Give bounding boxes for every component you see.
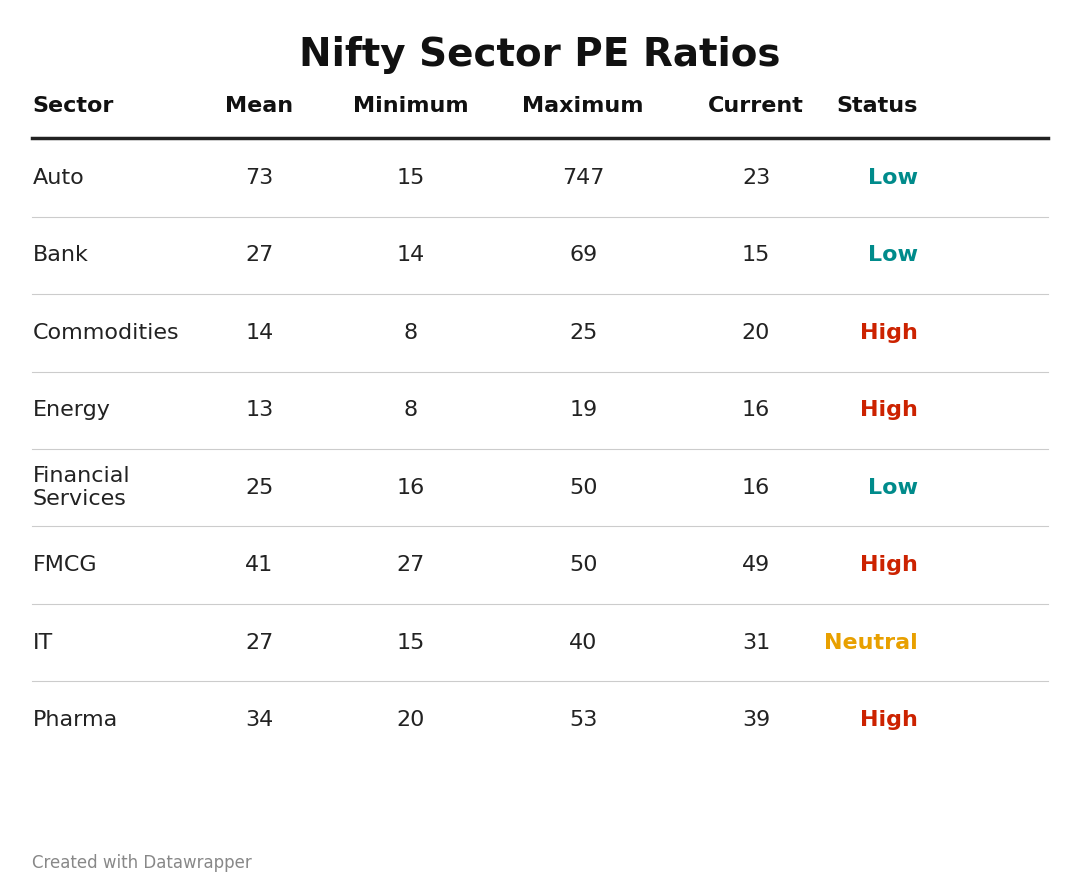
Text: Bank: Bank: [32, 246, 89, 265]
Text: Maximum: Maximum: [523, 96, 644, 116]
Text: 31: 31: [742, 633, 770, 652]
Text: 14: 14: [245, 323, 273, 343]
Text: 27: 27: [396, 555, 424, 575]
Text: 49: 49: [742, 555, 770, 575]
Text: 41: 41: [245, 555, 273, 575]
Text: 27: 27: [245, 246, 273, 265]
Text: 50: 50: [569, 555, 597, 575]
Text: 50: 50: [569, 478, 597, 498]
Text: Commodities: Commodities: [32, 323, 179, 343]
Text: Low: Low: [868, 168, 918, 188]
Text: High: High: [860, 555, 918, 575]
Text: 40: 40: [569, 633, 597, 652]
Text: 25: 25: [245, 478, 273, 498]
Text: 69: 69: [569, 246, 597, 265]
Text: Energy: Energy: [32, 400, 110, 420]
Text: 20: 20: [396, 710, 424, 730]
Text: Status: Status: [837, 96, 918, 116]
Text: Financial
Services: Financial Services: [32, 466, 130, 509]
Text: 39: 39: [742, 710, 770, 730]
Text: 747: 747: [562, 168, 605, 188]
Text: 19: 19: [569, 400, 597, 420]
Text: 15: 15: [396, 633, 424, 652]
Text: Pharma: Pharma: [32, 710, 118, 730]
Text: 8: 8: [403, 400, 418, 420]
Text: Low: Low: [868, 478, 918, 498]
Text: 16: 16: [396, 478, 424, 498]
Text: 16: 16: [742, 478, 770, 498]
Text: FMCG: FMCG: [32, 555, 97, 575]
Text: 16: 16: [742, 400, 770, 420]
Text: 20: 20: [742, 323, 770, 343]
Text: 15: 15: [742, 246, 770, 265]
Text: 8: 8: [403, 323, 418, 343]
Text: Current: Current: [708, 96, 804, 116]
Text: Minimum: Minimum: [352, 96, 469, 116]
Text: 34: 34: [245, 710, 273, 730]
Text: Auto: Auto: [32, 168, 84, 188]
Text: Low: Low: [868, 246, 918, 265]
Text: 73: 73: [245, 168, 273, 188]
Text: Sector: Sector: [32, 96, 113, 116]
Text: Created with Datawrapper: Created with Datawrapper: [32, 854, 252, 872]
Text: 14: 14: [396, 246, 424, 265]
Text: High: High: [860, 710, 918, 730]
Text: 25: 25: [569, 323, 597, 343]
Text: High: High: [860, 400, 918, 420]
Text: Mean: Mean: [225, 96, 294, 116]
Text: 53: 53: [569, 710, 597, 730]
Text: 15: 15: [396, 168, 424, 188]
Text: Nifty Sector PE Ratios: Nifty Sector PE Ratios: [299, 36, 781, 74]
Text: 13: 13: [245, 400, 273, 420]
Text: 27: 27: [245, 633, 273, 652]
Text: IT: IT: [32, 633, 53, 652]
Text: Neutral: Neutral: [824, 633, 918, 652]
Text: 23: 23: [742, 168, 770, 188]
Text: High: High: [860, 323, 918, 343]
